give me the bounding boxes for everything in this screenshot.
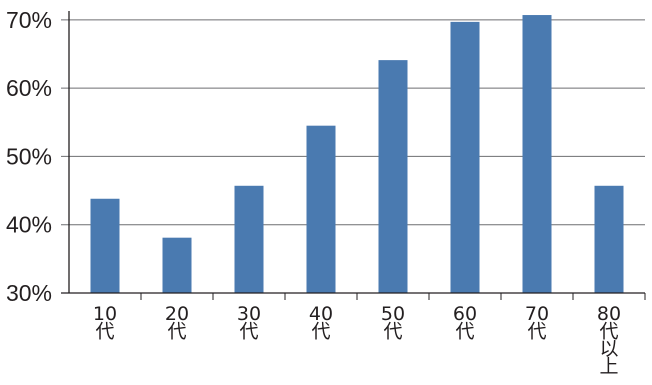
x-tick-labels: 10 代 20 代 30 代 40 代 50 代 60 代 70 代 80 代以上 bbox=[93, 303, 621, 378]
y-tick-label: 70% bbox=[6, 7, 52, 33]
x-tick-label: 20 代 bbox=[165, 303, 189, 343]
y-tick-label: 40% bbox=[6, 212, 52, 238]
bar bbox=[378, 60, 408, 294]
x-tick-label: 80 代以上 bbox=[597, 303, 621, 378]
x-tick-label: 60 代 bbox=[453, 303, 477, 343]
bar bbox=[594, 185, 624, 293]
bar bbox=[522, 15, 552, 294]
y-tick-label: 50% bbox=[6, 143, 52, 169]
bar bbox=[90, 198, 120, 293]
x-tick-label: 30 代 bbox=[237, 303, 261, 343]
y-tick-labels: 30% 40% 50% 60% 70% bbox=[6, 7, 52, 306]
x-tick-label: 40 代 bbox=[309, 303, 333, 343]
y-tick-label: 60% bbox=[6, 75, 52, 101]
bar bbox=[450, 21, 480, 293]
bars bbox=[90, 15, 624, 294]
bar bbox=[234, 185, 264, 293]
axes bbox=[61, 11, 646, 300]
y-tick-label: 30% bbox=[6, 280, 52, 306]
x-tick-label: 70 代 bbox=[525, 303, 549, 343]
bar bbox=[306, 125, 336, 294]
bar bbox=[162, 237, 192, 293]
x-tick-label: 50 代 bbox=[381, 303, 405, 343]
x-tick-label: 10 代 bbox=[93, 303, 117, 343]
gridlines bbox=[61, 19, 645, 226]
